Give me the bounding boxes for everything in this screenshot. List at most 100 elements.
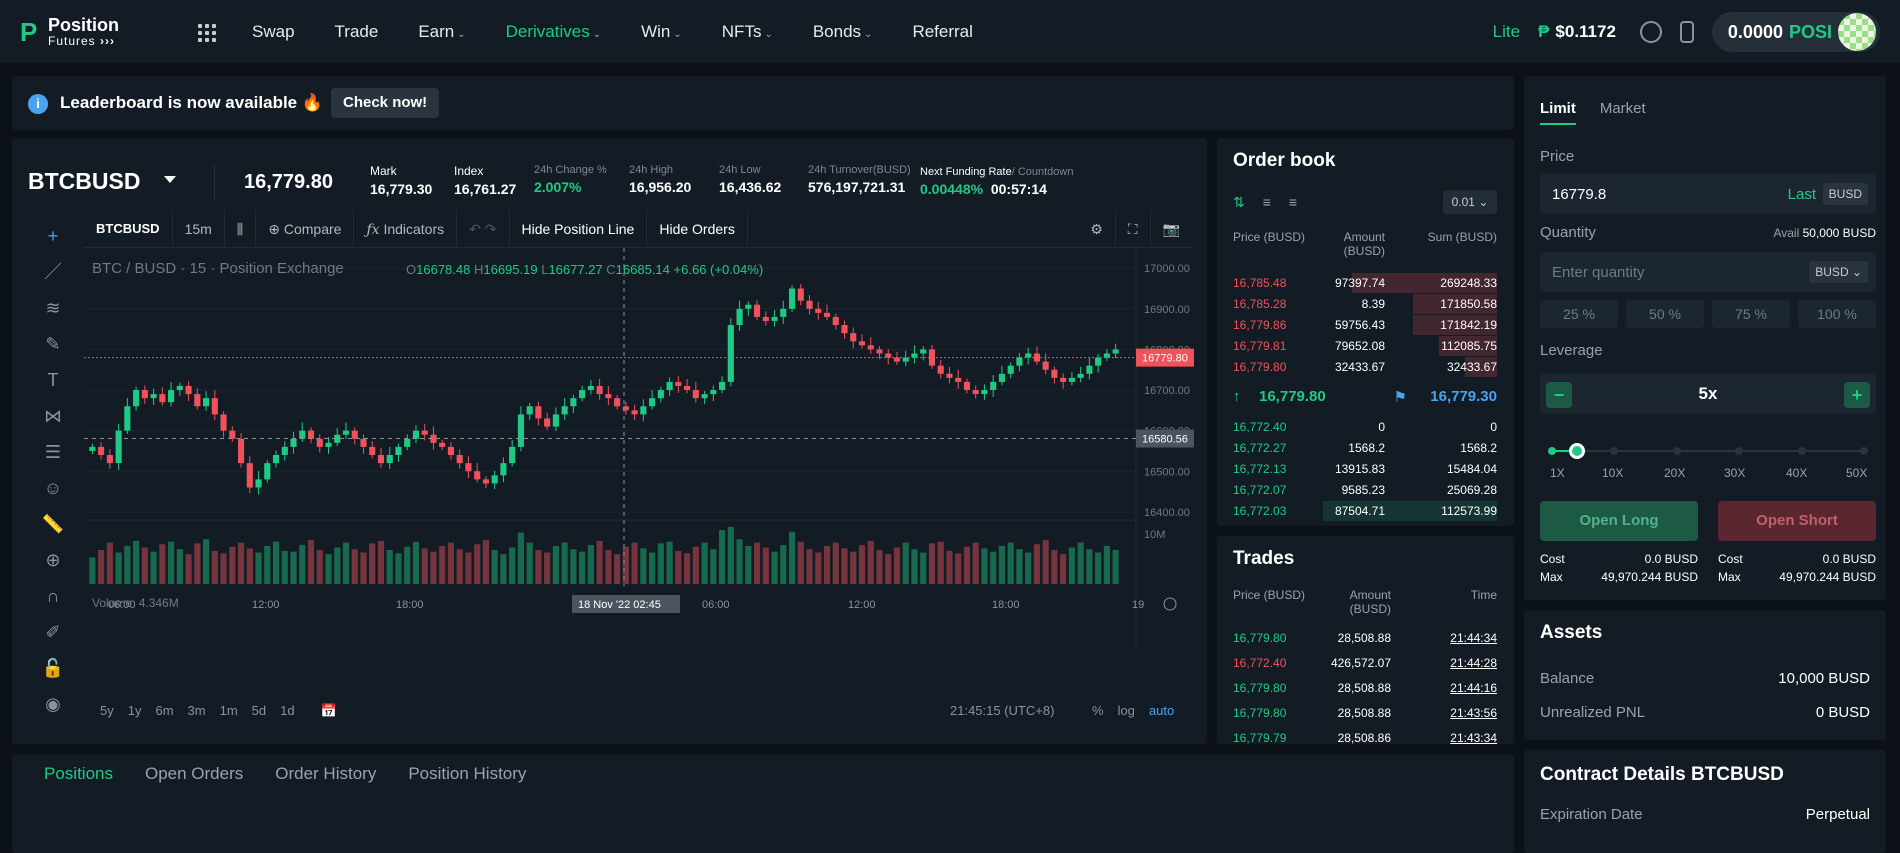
percent-button[interactable]: 50 % — [1626, 300, 1704, 328]
fib-icon[interactable]: ≋ — [45, 298, 61, 318]
lock-icon[interactable]: 🔓 — [41, 658, 65, 678]
bid-row[interactable]: 16,772.07 9585.23 25069.28 — [1233, 480, 1497, 500]
log-scale-toggle[interactable]: log — [1117, 703, 1135, 718]
bid-row[interactable]: 16,772.40 0 0 — [1233, 417, 1497, 437]
timeframe-5y[interactable]: 5y — [100, 703, 114, 718]
fullscreen-icon[interactable]: ⛶ — [1116, 209, 1151, 248]
ruler-icon[interactable]: 📏 — [41, 514, 65, 534]
eye-icon[interactable]: ◉ — [45, 694, 61, 714]
caret-down-icon[interactable] — [164, 176, 176, 183]
tab-position-history[interactable]: Position History — [408, 764, 527, 783]
nav-item-win[interactable]: Win ⌄ — [641, 22, 682, 42]
timeframe-1d[interactable]: 1d — [280, 703, 295, 718]
nav-item-bonds[interactable]: Bonds ⌄ — [813, 22, 873, 42]
quantity-unit-select[interactable]: BUSD ⌄ — [1809, 261, 1868, 283]
trendline-icon[interactable]: ／ — [44, 262, 62, 282]
timeframe-1y[interactable]: 1y — [127, 703, 142, 718]
tab-limit[interactable]: Limit — [1540, 100, 1576, 125]
brush-icon[interactable]: ✎ — [45, 334, 61, 354]
slider-stop[interactable] — [1548, 447, 1556, 455]
compare-button[interactable]: ⊕ Compare — [256, 209, 355, 248]
avatar[interactable] — [1838, 13, 1876, 51]
indicators-button[interactable]: ƒx Indicators — [354, 209, 458, 248]
price-chart[interactable]: 17000.0016900.0016800.0016700.0016600.00… — [84, 248, 1194, 688]
calendar-range-icon[interactable]: 📅 — [320, 703, 337, 718]
text-icon[interactable]: T — [47, 370, 59, 390]
price-input[interactable]: 16779.8 Last BUSD — [1540, 174, 1876, 214]
nav-item-nfts[interactable]: NFTs ⌄ — [722, 22, 773, 42]
check-now-button[interactable]: Check now! — [331, 88, 440, 118]
pencil-lock-icon[interactable]: ✐ — [45, 622, 61, 642]
tab-order-history[interactable]: Order History — [275, 764, 377, 783]
leverage-slider[interactable] — [1548, 443, 1868, 459]
nav-item-earn[interactable]: Earn ⌄ — [418, 22, 465, 42]
lite-mode-link[interactable]: Lite — [1492, 22, 1521, 41]
leverage-minus-button[interactable]: − — [1546, 382, 1572, 408]
magnet-icon[interactable]: ∩ — [46, 586, 60, 606]
candle-type-icon[interactable]: ⫼ — [225, 209, 257, 248]
both-sides-icon[interactable]: ⇅ — [1233, 194, 1245, 210]
slider-stop[interactable] — [1735, 447, 1744, 455]
nav-item-trade[interactable]: Trade — [335, 22, 379, 42]
slider-stop[interactable] — [1672, 447, 1681, 455]
percent-button[interactable]: 100 % — [1798, 300, 1876, 328]
chart-symbol[interactable]: BTCBUSD — [84, 209, 173, 248]
ask-row[interactable]: 16,779.81 79652.08 112085.75 — [1233, 336, 1497, 356]
ask-row[interactable]: 16,779.86 59756.43 171842.19 — [1233, 315, 1497, 335]
pattern-icon[interactable]: ⋈ — [44, 406, 62, 426]
bids-only-icon[interactable]: ≡ — [1262, 194, 1271, 210]
tab-open-orders[interactable]: Open Orders — [144, 764, 244, 783]
ask-row[interactable]: 16,785.28 8.39 171850.58 — [1233, 294, 1497, 314]
timeframe-3m[interactable]: 3m — [187, 703, 206, 718]
crosshair-icon[interactable]: + — [47, 226, 59, 246]
timeframe-5d[interactable]: 5d — [251, 703, 267, 718]
trade-time[interactable]: 21:43:56 — [1450, 706, 1497, 720]
hide-position-line-button[interactable]: Hide Position Line — [510, 209, 648, 248]
symbol-selector[interactable]: BTCBUSD — [28, 168, 141, 194]
zoom-icon[interactable]: ⊕ — [45, 550, 61, 570]
slider-stop[interactable] — [1797, 447, 1806, 455]
bid-row[interactable]: 16,772.13 13915.83 15484.04 — [1233, 459, 1497, 479]
nav-item-referral[interactable]: Referral — [912, 22, 972, 42]
mobile-icon[interactable] — [1679, 21, 1694, 43]
prediction-icon[interactable]: ☰ — [44, 442, 62, 462]
nav-item-swap[interactable]: Swap — [252, 22, 295, 42]
trade-time[interactable]: 21:43:34 — [1450, 731, 1497, 744]
bid-row[interactable]: 16,772.03 87504.71 112573.99 — [1233, 501, 1497, 521]
apps-grid-icon[interactable] — [198, 24, 218, 42]
asks-only-icon[interactable]: ≡ — [1288, 194, 1298, 210]
open-short-button[interactable]: Open Short — [1718, 501, 1876, 541]
hide-orders-button[interactable]: Hide Orders — [647, 209, 748, 248]
trade-time[interactable]: 21:44:28 — [1450, 656, 1497, 670]
tab-market[interactable]: Market — [1599, 100, 1646, 117]
precision-select[interactable]: 0.01 ⌄ — [1443, 190, 1497, 214]
quantity-input[interactable]: Enter quantity BUSD ⌄ — [1540, 252, 1876, 292]
timeframe-1m[interactable]: 1m — [219, 703, 238, 718]
timeframe-6m[interactable]: 6m — [155, 703, 174, 718]
slider-knob[interactable] — [1568, 443, 1585, 459]
auto-scale-toggle[interactable]: auto — [1148, 703, 1175, 718]
open-long-button[interactable]: Open Long — [1540, 501, 1698, 541]
slider-stop[interactable] — [1860, 447, 1868, 455]
bid-row[interactable]: 16,772.27 1568.2 1568.2 — [1233, 438, 1497, 458]
globe-icon[interactable] — [1639, 21, 1662, 43]
camera-icon[interactable]: 📷 — [1162, 220, 1180, 237]
emoji-icon[interactable]: ☺ — [43, 478, 63, 498]
ask-row[interactable]: 16,779.80 32433.67 32433.67 — [1233, 357, 1497, 377]
nav-item-derivatives[interactable]: Derivatives ⌄ — [506, 22, 601, 42]
undo-redo-icons[interactable]: ↶ ↷ — [457, 209, 510, 248]
leverage-plus-button[interactable]: + — [1844, 382, 1870, 408]
trade-time[interactable]: 21:44:34 — [1450, 631, 1497, 645]
trade-time[interactable]: 21:44:16 — [1450, 681, 1497, 695]
tab-positions[interactable]: Positions — [44, 764, 113, 783]
ask-row[interactable]: 16,785.48 97397.74 269248.33 — [1233, 273, 1497, 293]
slider-stop[interactable] — [1610, 447, 1619, 455]
last-price-button[interactable]: Last — [1787, 186, 1816, 203]
settings-gear-icon[interactable]: ⚙ — [1078, 209, 1116, 248]
interval-select[interactable]: 15m — [173, 209, 225, 248]
logo[interactable]: P Position Futures ››› — [20, 16, 119, 48]
percent-button[interactable]: 25 % — [1540, 300, 1618, 328]
percent-scale-toggle[interactable]: % — [1092, 703, 1104, 718]
percent-button[interactable]: 75 % — [1712, 300, 1790, 328]
wallet-button[interactable]: 0.0000 POSI — [1711, 12, 1880, 52]
